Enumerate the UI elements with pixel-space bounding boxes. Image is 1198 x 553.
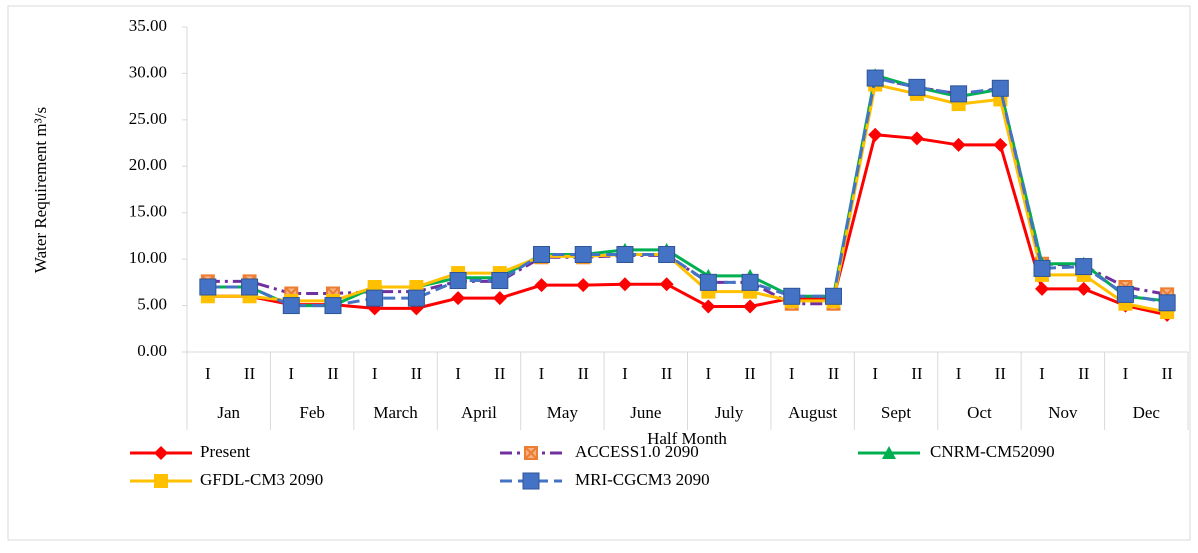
legend-label: Present <box>200 442 250 461</box>
marker <box>407 289 425 307</box>
group-label: Feb <box>299 403 325 422</box>
marker <box>492 291 507 306</box>
legend-marker <box>524 446 538 460</box>
x-tick-label: II <box>244 364 256 383</box>
marker <box>1158 294 1176 312</box>
marker <box>659 277 674 292</box>
x-tick-label: I <box>956 364 962 383</box>
x-tick-label: I <box>1039 364 1045 383</box>
marker <box>701 299 716 314</box>
marker <box>1075 258 1093 276</box>
x-tick-label: II <box>1078 364 1090 383</box>
marker <box>534 278 549 293</box>
x-tick-label: II <box>828 364 840 383</box>
marker <box>699 273 717 291</box>
x-tick-label: I <box>872 364 878 383</box>
x-tick-label: II <box>411 364 423 383</box>
x-tick-label: II <box>1161 364 1173 383</box>
group-label: Sept <box>881 403 912 422</box>
x-tick-label: II <box>911 364 923 383</box>
marker <box>576 278 591 293</box>
legend-marker <box>154 474 168 488</box>
y-tick-label: 5.00 <box>137 294 167 313</box>
legend-marker <box>154 446 168 460</box>
group-label: June <box>630 403 661 422</box>
y-tick-label: 15.00 <box>129 202 167 221</box>
y-tick-label: 35.00 <box>129 16 167 35</box>
group-label: July <box>715 403 744 422</box>
marker <box>783 287 801 305</box>
marker <box>658 246 676 263</box>
marker <box>533 246 551 263</box>
marker <box>909 131 924 146</box>
legend-marker <box>522 472 540 490</box>
x-tick-label: I <box>539 364 545 383</box>
y-tick-label: 30.00 <box>129 62 167 81</box>
group-label: Nov <box>1048 403 1078 422</box>
marker <box>741 273 759 291</box>
marker <box>324 297 342 315</box>
marker <box>491 272 509 289</box>
y-tick-label: 0.00 <box>137 341 167 360</box>
marker <box>574 246 592 263</box>
marker <box>617 277 632 292</box>
marker <box>824 287 842 305</box>
x-tick-label: I <box>1123 364 1129 383</box>
group-label: May <box>547 403 579 422</box>
marker <box>616 246 634 263</box>
x-tick-label: I <box>205 364 211 383</box>
x-tick-label: II <box>744 364 756 383</box>
marker <box>1033 259 1051 277</box>
x-tick-label: I <box>288 364 294 383</box>
legend-label: ACCESS1.0 2090 <box>575 442 699 461</box>
x-tick-label: I <box>789 364 795 383</box>
marker <box>991 79 1009 97</box>
group-label: Oct <box>967 403 992 422</box>
legend-label: CNRM-CM52090 <box>930 442 1055 461</box>
marker <box>199 278 217 296</box>
marker <box>950 85 968 103</box>
marker <box>1116 285 1134 303</box>
x-tick-label: I <box>455 364 461 383</box>
marker <box>366 289 384 307</box>
x-tick-label: II <box>578 364 590 383</box>
marker <box>1035 281 1050 296</box>
marker <box>743 299 758 314</box>
marker <box>868 127 883 142</box>
x-tick-label: II <box>661 364 673 383</box>
x-tick-label: I <box>706 364 712 383</box>
legend-marker <box>882 446 896 459</box>
marker <box>451 291 466 306</box>
group-label: August <box>788 403 837 422</box>
marker <box>908 78 926 96</box>
x-tick-label: I <box>372 364 378 383</box>
x-tick-label: I <box>622 364 628 383</box>
marker <box>866 69 884 87</box>
marker <box>241 278 259 296</box>
group-label: Jan <box>217 403 240 422</box>
legend-label: MRI-CGCM3 2090 <box>575 470 710 489</box>
y-tick-label: 25.00 <box>129 109 167 128</box>
marker <box>951 137 966 152</box>
marker <box>1076 281 1091 296</box>
group-label: Dec <box>1133 403 1161 422</box>
x-axis-label: Half Month <box>647 429 727 448</box>
series-line <box>207 133 1168 317</box>
y-tick-label: 20.00 <box>129 155 167 174</box>
marker <box>449 272 467 289</box>
marker <box>993 137 1008 152</box>
legend-label: GFDL-CM3 2090 <box>200 470 323 489</box>
x-tick-label: II <box>995 364 1007 383</box>
x-tick-label: II <box>327 364 339 383</box>
y-tick-label: 10.00 <box>129 248 167 267</box>
group-label: March <box>373 403 418 422</box>
y-axis-label: Water Requirement m³/s <box>31 107 50 273</box>
marker <box>282 297 300 315</box>
x-tick-label: II <box>494 364 506 383</box>
group-label: April <box>461 403 497 422</box>
